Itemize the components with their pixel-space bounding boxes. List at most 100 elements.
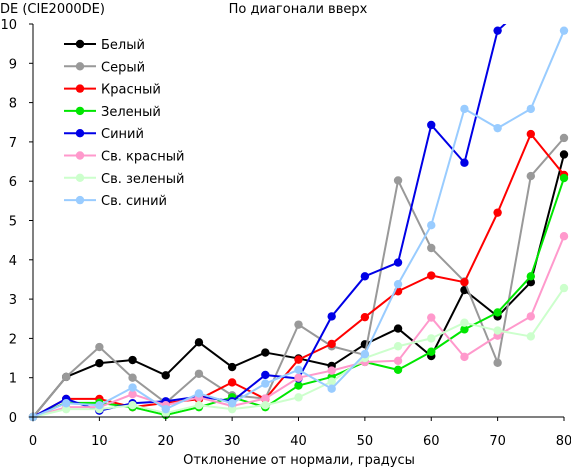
series-4-point [559, 173, 569, 183]
series-3-point [460, 278, 469, 287]
series-2-point [61, 372, 71, 382]
series-5-point [360, 272, 370, 281]
legend-marker [75, 62, 85, 71]
legend-marker [75, 195, 85, 205]
series-7-point [460, 318, 469, 327]
series-6-point [559, 232, 569, 241]
series-7-point [261, 401, 270, 410]
series-7-point [327, 377, 336, 386]
series-7-point [427, 334, 436, 343]
series-6-point [327, 366, 336, 375]
y-tick-label: 9 [9, 57, 17, 72]
series-1-point [128, 355, 137, 365]
legend-label: Белый [101, 38, 145, 53]
y-tick-label: 6 [9, 175, 17, 190]
series-8-point [294, 365, 303, 375]
series-2-point [559, 133, 569, 143]
series-7-point [526, 332, 536, 341]
y-tick-label: 2 [9, 332, 17, 347]
series-3-point [327, 339, 336, 349]
legend-label: Серый [101, 60, 145, 75]
series-2-point [194, 369, 204, 378]
series-2-point [427, 243, 436, 253]
series-3-point [227, 378, 237, 387]
legend-marker [75, 173, 85, 182]
x-tick-label: 70 [489, 434, 506, 449]
series-2-point [526, 171, 536, 181]
y-axis-label: DE (CIE2000DE) [0, 2, 105, 17]
series-6-point [294, 373, 303, 382]
series-5-point [261, 370, 270, 380]
series-1-point [227, 362, 237, 372]
series-2-point [294, 320, 303, 329]
series-8-point [161, 404, 170, 414]
x-tick-label: 30 [224, 434, 241, 449]
series-8-point [559, 26, 569, 35]
series-3-point [427, 271, 436, 280]
series-7-point [128, 401, 137, 410]
series-5-point [493, 26, 502, 35]
series-8-point [526, 104, 536, 114]
y-tick-label: 5 [9, 215, 17, 230]
series-1-point [161, 371, 170, 380]
series-8-point [261, 379, 270, 388]
legend-marker [75, 129, 85, 138]
series-8-point [360, 349, 370, 359]
series-2-point [128, 373, 137, 382]
series-4-point [460, 325, 469, 334]
series-7-point [393, 342, 403, 351]
series-6-point [526, 312, 536, 321]
series-8-point [327, 384, 336, 393]
series-1-point [559, 150, 569, 159]
legend: Белый Серый Красный Зеленый Синий Св. красный… [64, 38, 184, 209]
axes: 0 1 2 3 4 5 6 7 8 9 10 0 10 20 30 40 50 60 70 80 [0, 18, 571, 449]
series-4-point [393, 365, 403, 375]
series-1-point [261, 348, 270, 357]
x-tick-label: 60 [423, 434, 440, 449]
y-tick-label: 0 [9, 411, 17, 426]
series-6-point [393, 356, 403, 366]
y-tick-label: 4 [9, 254, 17, 269]
legend-label: Зеленый [101, 105, 161, 120]
series-5-point [327, 312, 336, 321]
y-tick-label: 8 [9, 97, 17, 112]
series-4-point [427, 347, 436, 356]
series-8-point [227, 399, 237, 408]
y-tick-label: 10 [0, 18, 17, 33]
series-7-point [294, 393, 303, 402]
legend-marker [75, 151, 85, 160]
series-1-point [526, 278, 536, 287]
x-tick-label: 10 [91, 434, 108, 449]
series-8-point [128, 383, 137, 392]
series-8-point [427, 221, 436, 230]
series-8-point [393, 279, 403, 289]
series-4-point [493, 308, 502, 317]
x-tick-label: 0 [29, 434, 37, 449]
series-8-point [460, 104, 469, 114]
series-2-point [393, 176, 403, 185]
series-6-point [128, 390, 137, 399]
series-1-point [194, 338, 204, 347]
series-7-point [194, 401, 204, 410]
series-layer [28, 24, 569, 422]
x-tick-label: 40 [290, 434, 307, 449]
legend-label: Св. красный [101, 150, 184, 165]
x-tick-label: 50 [357, 434, 374, 449]
y-tick-label: 7 [9, 136, 17, 151]
series-8-point [194, 389, 204, 398]
series-4-point [294, 381, 303, 390]
series-6-point [460, 352, 469, 362]
legend-label: Красный [101, 83, 161, 98]
y-tick-label: 1 [9, 372, 17, 387]
legend-marker [75, 39, 85, 49]
legend-marker [75, 106, 85, 116]
legend-marker [75, 84, 85, 93]
series-2-point [95, 342, 104, 352]
y-tick-label: 3 [9, 293, 17, 308]
series-6-point [427, 313, 436, 322]
series-3-point [360, 312, 370, 322]
x-axis-label: Отклонение от нормали, градусы [183, 453, 415, 468]
series-7-point [493, 326, 502, 335]
series-3-point [526, 129, 536, 139]
